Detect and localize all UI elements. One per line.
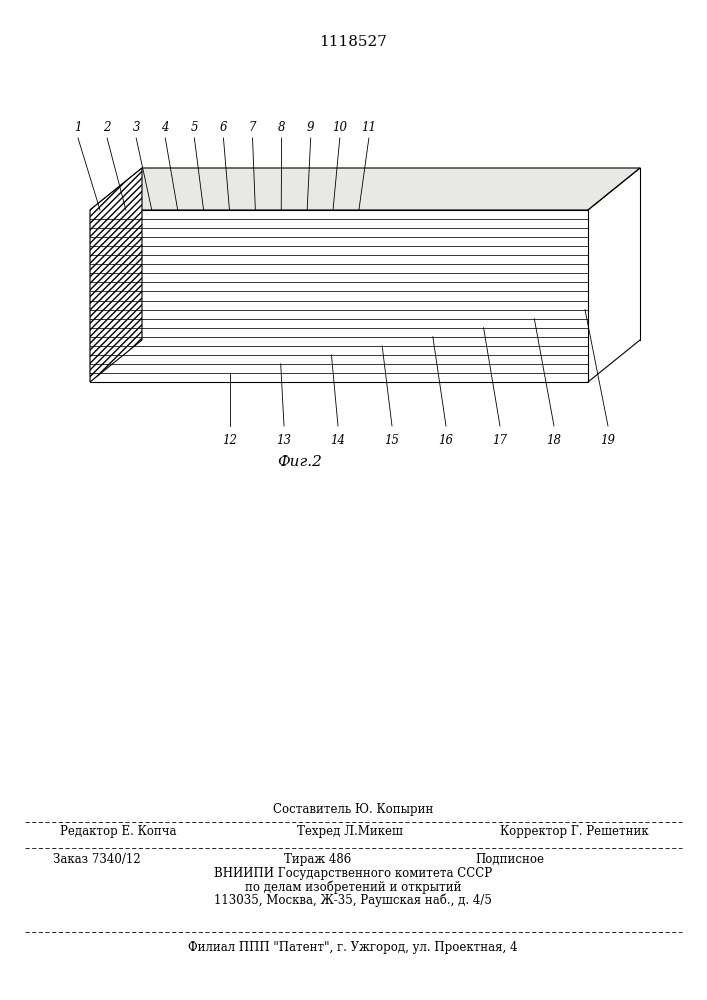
Text: 14: 14 bbox=[330, 434, 346, 447]
Text: 17: 17 bbox=[493, 434, 508, 447]
Text: ВНИИПИ Государственного комитета СССР: ВНИИПИ Государственного комитета СССР bbox=[214, 867, 492, 880]
Text: 10: 10 bbox=[332, 121, 347, 134]
Text: 15: 15 bbox=[385, 434, 399, 447]
Polygon shape bbox=[90, 168, 142, 382]
Text: 12: 12 bbox=[223, 434, 238, 447]
Text: 2: 2 bbox=[103, 121, 111, 134]
Text: Составитель Ю. Копырин: Составитель Ю. Копырин bbox=[273, 804, 433, 816]
Text: 11: 11 bbox=[361, 121, 376, 134]
Text: 4: 4 bbox=[161, 121, 169, 134]
Text: 18: 18 bbox=[547, 434, 561, 447]
Text: Заказ 7340/12: Заказ 7340/12 bbox=[53, 852, 141, 865]
Text: 8: 8 bbox=[278, 121, 286, 134]
Text: 9: 9 bbox=[307, 121, 315, 134]
Polygon shape bbox=[90, 210, 588, 382]
Text: 6: 6 bbox=[220, 121, 227, 134]
Text: 1: 1 bbox=[74, 121, 82, 134]
Text: 113035, Москва, Ж-35, Раушская наб., д. 4/5: 113035, Москва, Ж-35, Раушская наб., д. … bbox=[214, 893, 492, 907]
Text: 7: 7 bbox=[249, 121, 256, 134]
Text: Филиал ППП "Патент", г. Ужгород, ул. Проектная, 4: Филиал ППП "Патент", г. Ужгород, ул. Про… bbox=[188, 940, 518, 954]
Text: Техред Л.Микеш: Техред Л.Микеш bbox=[297, 826, 403, 838]
Text: Фиг.2: Фиг.2 bbox=[278, 455, 322, 469]
Text: 19: 19 bbox=[600, 434, 616, 447]
Text: Подписное: Подписное bbox=[476, 852, 544, 865]
Text: 5: 5 bbox=[191, 121, 198, 134]
Text: Тираж 486: Тираж 486 bbox=[284, 852, 351, 865]
Text: по делам изобретений и открытий: по делам изобретений и открытий bbox=[245, 880, 461, 894]
Text: 16: 16 bbox=[438, 434, 453, 447]
Text: 13: 13 bbox=[276, 434, 291, 447]
Text: 3: 3 bbox=[132, 121, 140, 134]
Text: Редактор Е. Копча: Редактор Е. Копча bbox=[60, 826, 176, 838]
Polygon shape bbox=[90, 168, 640, 210]
Text: Корректор Г. Решетник: Корректор Г. Решетник bbox=[500, 826, 648, 838]
Text: 1118527: 1118527 bbox=[319, 35, 387, 49]
